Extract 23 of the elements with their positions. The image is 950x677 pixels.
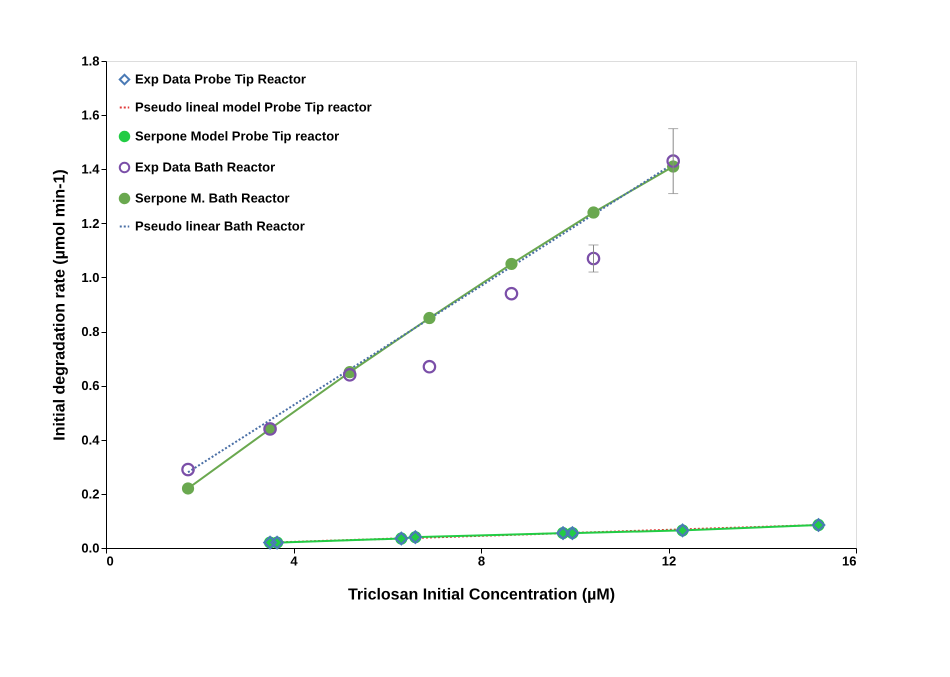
y-tick-label: 1.0 <box>81 270 100 285</box>
x-tick-label: 16 <box>842 554 856 568</box>
y-tick-label: 1.4 <box>81 162 100 177</box>
y-tick-label: 0.4 <box>81 432 100 448</box>
y-tick-label: 0.6 <box>81 378 100 394</box>
y-axis-title: Initial degradation rate (µmol min-1) <box>51 169 68 441</box>
legend-label: Serpone Model Probe Tip reactor <box>135 128 340 144</box>
y-tick-label: 0.0 <box>81 540 100 556</box>
legend-label: Pseudo lineal model Probe Tip reactor <box>135 100 372 114</box>
x-axis-title: Triclosan Initial Concentration (µM) <box>348 586 616 604</box>
x-tick-label: 0 <box>106 554 114 568</box>
x-tick-label: 4 <box>290 554 298 568</box>
x-tick-label: 8 <box>478 554 486 568</box>
y-tick-label: 1.8 <box>81 54 100 68</box>
y-tick-label: 1.2 <box>81 216 100 231</box>
y-tick-label: 1.6 <box>81 108 100 123</box>
y-tick-label: 0.2 <box>81 486 100 502</box>
legend-label: Exp Data Bath Reactor <box>135 160 276 174</box>
legend-label: Serpone M. Bath Reactor <box>135 190 290 206</box>
legend-label: Pseudo linear Bath Reactor <box>135 218 305 234</box>
legend-label: Exp Data Probe Tip Reactor <box>135 72 306 86</box>
x-tick-label: 12 <box>662 554 676 568</box>
y-tick-label: 0.8 <box>81 324 100 340</box>
